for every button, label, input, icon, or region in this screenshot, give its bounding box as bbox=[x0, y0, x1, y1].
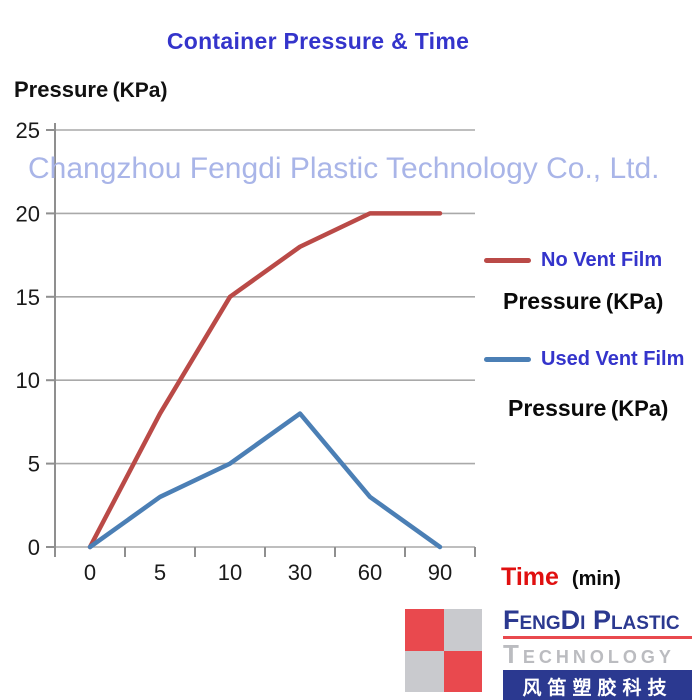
legend-entry-no-vent-film: No Vent Film bbox=[484, 249, 662, 272]
x-tick-label: 5 bbox=[154, 560, 166, 585]
legend-sublabel-unit: (KPa) bbox=[610, 396, 669, 421]
watermark: Changzhou Fengdi Plastic Technology Co.,… bbox=[28, 152, 660, 185]
y-tick-label: 10 bbox=[16, 368, 40, 393]
logo-banner: 风笛塑胶科技 bbox=[503, 670, 692, 700]
series-line-no-vent-film bbox=[87, 211, 443, 550]
x-tick-label: 30 bbox=[288, 560, 312, 585]
legend-label-no-vent-film: No Vent Film bbox=[541, 249, 663, 271]
logo-checker-cell bbox=[443, 650, 482, 692]
y-tick-label: 0 bbox=[28, 535, 40, 560]
y-tick-label: 5 bbox=[28, 452, 40, 477]
logo-line1: FengDi Plastic bbox=[503, 605, 680, 635]
logo-underline bbox=[503, 636, 692, 639]
y-tick-label: 20 bbox=[16, 201, 40, 226]
legend-swatch-no-vent-film bbox=[484, 258, 531, 263]
x-axis-title: Time (min) bbox=[501, 563, 621, 592]
legend-sublabel-no-vent-film: Pressure (KPa) bbox=[503, 288, 663, 315]
legend-sublabel-unit: (KPa) bbox=[605, 289, 664, 314]
legend-sublabel-main: Pressure bbox=[508, 395, 607, 421]
time-label: Time bbox=[501, 563, 559, 591]
x-tick-label: 60 bbox=[358, 560, 382, 585]
chart-title: Container Pressure & Time bbox=[166, 28, 470, 54]
legend-sublabel-used-vent-film: Pressure (KPa) bbox=[508, 395, 668, 422]
y-axis-title-main: Pressure bbox=[14, 77, 109, 102]
y-tick-label: 15 bbox=[16, 285, 40, 310]
series-line-used-vent-film bbox=[87, 411, 443, 550]
legend-swatch-used-vent-film bbox=[484, 357, 531, 362]
y-tick-label: 25 bbox=[16, 118, 40, 143]
logo-text-block: FengDi Plastic Technology 风笛塑胶科技 bbox=[503, 606, 692, 700]
x-tick-label: 90 bbox=[428, 560, 452, 585]
time-unit-label: (min) bbox=[571, 568, 621, 590]
legend-sublabel-main: Pressure bbox=[503, 288, 602, 314]
legend-label-used-vent-film: Used Vent Film bbox=[541, 348, 685, 370]
y-axis-title: Pressure (KPa) bbox=[14, 77, 167, 103]
y-axis-title-unit: (KPa) bbox=[112, 79, 168, 102]
logo-line2: Technology bbox=[503, 639, 675, 669]
legend-entry-used-vent-film: Used Vent Film bbox=[484, 348, 684, 371]
logo-checker-cell bbox=[405, 609, 444, 651]
logo-checker-cell bbox=[405, 650, 444, 692]
x-tick-label: 0 bbox=[84, 560, 96, 585]
x-tick-label: 10 bbox=[218, 560, 242, 585]
logo-checkerboard bbox=[405, 609, 482, 692]
logo-checker-cell bbox=[443, 609, 482, 651]
